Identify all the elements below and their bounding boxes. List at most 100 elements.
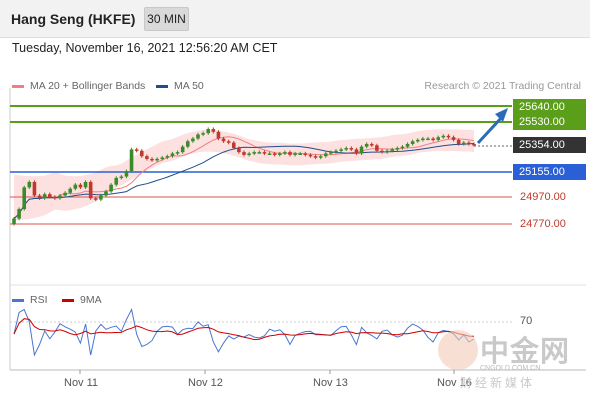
candle-body (395, 148, 400, 150)
x-tick-label: Nov 13 (313, 377, 348, 389)
candle-body (323, 153, 328, 157)
candle-body (436, 137, 441, 140)
ma20-swatch-icon (12, 84, 24, 88)
candle-body (461, 142, 466, 145)
rsi-swatch-icon (12, 298, 24, 302)
candle-body (17, 209, 21, 219)
candle-body (201, 133, 205, 135)
candle-body (288, 152, 292, 155)
candle-body (252, 152, 257, 154)
candle-body (114, 177, 119, 185)
candle-body (78, 184, 83, 188)
candle-body (441, 135, 446, 138)
candle-body (83, 181, 88, 188)
candle-body (165, 156, 170, 158)
candle-body (451, 137, 456, 140)
legend-rsi: RSI (12, 294, 48, 306)
candle-body (364, 143, 369, 147)
support-label-2: 24770.00 (520, 218, 566, 230)
candle-body (170, 153, 175, 157)
candle-body (375, 145, 379, 151)
watermark-text: 中金网 (480, 334, 571, 368)
bollinger-band (14, 129, 474, 221)
support-label-1: 24970.00 (520, 191, 566, 203)
candle-body (277, 153, 282, 155)
candle-body (88, 181, 93, 199)
candle-body (119, 176, 124, 179)
candle-body (93, 198, 98, 200)
candle-body (63, 192, 67, 196)
instrument-title: Hang Seng (HKFE) (11, 11, 136, 27)
watermark-subtext: CNGOLD.COM.CN (480, 365, 541, 372)
legend-9ma-label: 9MA (80, 294, 102, 306)
candle-body (104, 191, 108, 196)
resistance-badge-1: 25640.00 (513, 99, 586, 115)
candle-body (349, 148, 354, 150)
candle-body (73, 184, 78, 189)
x-tick-label: Nov 12 (188, 377, 223, 389)
candle-body (211, 129, 216, 132)
candle-body (99, 195, 103, 200)
pivot-badge: 25155.00 (513, 164, 586, 180)
forecast-arrow (476, 114, 505, 145)
candle-body (262, 152, 267, 154)
candle-body (339, 149, 343, 151)
rsi-level-label: 70 (520, 315, 533, 327)
candle-body (139, 150, 144, 157)
watermark-tagline: 财经新媒体 (460, 376, 536, 390)
candle-body (344, 148, 349, 150)
candle-body (354, 149, 359, 154)
candle-body (385, 150, 389, 153)
candle-body (405, 143, 410, 147)
candle-body (175, 152, 180, 154)
candle-body (400, 146, 405, 149)
x-tick-label: Nov 11 (64, 377, 99, 389)
research-credit: Research © 2021 Trading Central (424, 80, 581, 92)
legend-ma20-label: MA 20 + Bollinger Bands (30, 80, 146, 92)
candle-body (446, 135, 451, 138)
candle-body (267, 153, 272, 155)
candle-body (242, 152, 246, 155)
candle-body (369, 143, 374, 146)
candle-body (124, 171, 129, 177)
rsi-ma9-line (13, 318, 475, 341)
candle-body (410, 141, 415, 144)
candle-body (272, 153, 277, 155)
legend-9ma: 9MA (62, 294, 102, 306)
candle-body (329, 152, 333, 154)
candle-body (456, 139, 461, 144)
candle-body (426, 138, 430, 141)
candle-body (257, 152, 262, 154)
ma50-swatch-icon (156, 84, 168, 88)
candle-body (216, 131, 221, 139)
candle-body (472, 143, 476, 146)
timestamp: Tuesday, November 16, 2021 12:56:20 AM C… (12, 41, 278, 55)
candle-body (42, 194, 47, 199)
candle-body (334, 150, 338, 153)
candle-body (380, 150, 384, 153)
candle-body (155, 158, 159, 161)
candle-body (180, 146, 185, 153)
candle-body (68, 188, 73, 193)
candle-body (47, 194, 52, 197)
candle-body (293, 153, 297, 155)
candle-body (221, 138, 226, 142)
candle-body (226, 141, 231, 143)
timeframe-button[interactable]: 30 MIN (144, 7, 189, 31)
candle-body (129, 149, 134, 172)
candle-body (303, 153, 308, 155)
legend-ma50-label: MA 50 (174, 80, 204, 92)
candle-body (22, 187, 27, 210)
candle-body (150, 158, 154, 161)
cngold-logo-icon (438, 330, 478, 370)
candle-body (237, 148, 241, 153)
candle-body (298, 153, 303, 155)
candle-body (53, 196, 57, 199)
candle-body (32, 181, 37, 196)
legend-ma20: MA 20 + Bollinger Bands (12, 80, 145, 92)
candle-body (283, 152, 287, 154)
ma9-swatch-icon (62, 298, 74, 302)
candle-body (145, 156, 149, 159)
